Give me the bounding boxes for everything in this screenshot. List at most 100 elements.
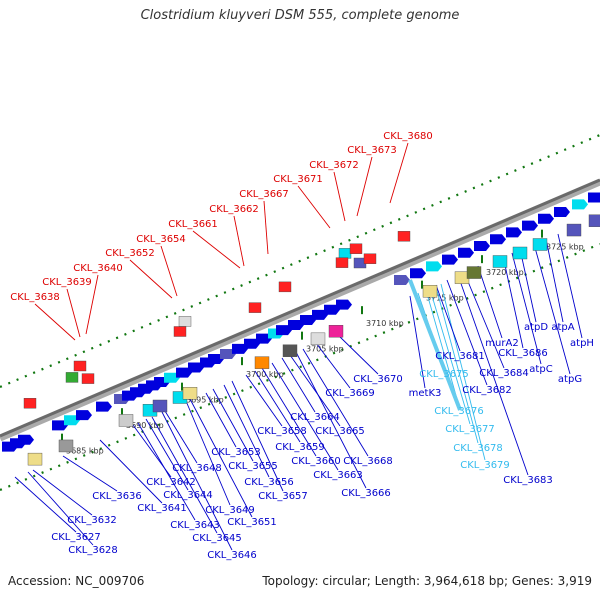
leader-line xyxy=(261,367,317,457)
gene-label: CKL_3671 xyxy=(273,174,323,185)
gene-label: CKL_3656 xyxy=(244,477,294,488)
gene-label: CKL_3664 xyxy=(290,412,340,423)
gene-arrow xyxy=(96,401,112,412)
inner-dotted-track xyxy=(0,242,600,492)
kbp-label: 3710 kbp xyxy=(366,319,404,328)
accession-text: Accession: NC_009706 xyxy=(8,574,145,588)
gene-label: CKL_3681 xyxy=(435,351,485,362)
leader-line xyxy=(62,455,118,492)
gene-block xyxy=(328,325,344,338)
gene-label: atpG xyxy=(558,374,582,385)
gene-block xyxy=(65,372,79,383)
gene-label: CKL_3638 xyxy=(10,292,60,303)
gene-block xyxy=(397,231,411,242)
gene-block xyxy=(118,414,134,427)
kbp-label: 3720 kbp xyxy=(486,268,524,277)
leader-line xyxy=(425,289,460,407)
gene-block xyxy=(588,214,600,227)
leader-lines xyxy=(14,142,583,551)
kbp-label: 3690 kbp xyxy=(126,421,164,430)
gene-label: CKL_3628 xyxy=(68,545,118,556)
gene-block xyxy=(278,281,292,293)
leader-line xyxy=(435,284,461,352)
gene-arrow xyxy=(572,199,588,210)
gene-arrow xyxy=(554,207,570,217)
gene-label: CKL_3645 xyxy=(192,533,242,544)
gene-features[interactable] xyxy=(2,192,600,466)
gene-block xyxy=(152,399,168,413)
gene-label: CKL_3680 xyxy=(383,131,433,142)
leader-line xyxy=(389,142,409,204)
gene-arrow xyxy=(442,254,458,265)
gene-label: CKL_3658 xyxy=(257,426,307,437)
leader-line xyxy=(151,416,218,534)
leader-line xyxy=(223,384,270,478)
leader-line xyxy=(212,388,254,462)
gene-label: CKL_3651 xyxy=(227,517,277,528)
gene-label: murA2 xyxy=(485,338,518,349)
leader-line xyxy=(85,274,99,335)
gene-label: CKL_3655 xyxy=(228,461,278,472)
gene-arrow xyxy=(538,213,554,224)
gene-block xyxy=(182,387,198,400)
leader-line xyxy=(446,279,488,386)
leader-line xyxy=(271,362,339,471)
leader-line xyxy=(457,274,529,476)
leader-line xyxy=(129,259,173,299)
gene-block xyxy=(566,223,582,237)
leader-line xyxy=(297,185,331,229)
leader-line xyxy=(137,422,196,521)
gene-block xyxy=(512,246,528,260)
gene-label: atpH xyxy=(570,338,594,349)
gene-arrow xyxy=(506,227,522,238)
gene-block xyxy=(73,360,87,372)
gene-arrow xyxy=(522,220,538,231)
leader-line xyxy=(302,348,369,457)
gene-label: CKL_3644 xyxy=(163,490,213,501)
leader-line xyxy=(32,469,93,516)
gene-block xyxy=(338,248,352,259)
gene-label: CKL_3653 xyxy=(211,447,261,458)
leader-line xyxy=(189,398,253,518)
gene-block xyxy=(178,316,192,327)
genome-summary: Topology: circular; Length: 3,964,618 bp… xyxy=(262,574,592,588)
gene-label: CKL_3673 xyxy=(347,145,397,156)
gene-label: CKL_3660 xyxy=(291,456,341,467)
gene-label: CKL_3665 xyxy=(315,426,365,437)
leader-line xyxy=(333,171,346,222)
leader-line xyxy=(545,238,564,323)
gene-label: atpA xyxy=(551,322,574,333)
leader-line xyxy=(233,215,245,267)
gene-label: CKL_3678 xyxy=(453,443,503,454)
gene-block xyxy=(248,302,262,313)
gene-label: CKL_3675 xyxy=(419,369,469,380)
gene-label: CKL_3627 xyxy=(51,532,101,543)
gene-label: CKL_3662 xyxy=(209,204,259,215)
gene-label: CKL_3659 xyxy=(275,442,325,453)
gene-label: CKL_3686 xyxy=(498,348,548,359)
gene-label: CKL_3672 xyxy=(309,160,359,171)
leader-line xyxy=(160,245,178,297)
gene-arrow xyxy=(458,247,474,258)
gene-label: CKL_3642 xyxy=(146,477,196,488)
gene-label: CKL_3648 xyxy=(172,463,222,474)
gene-label: CKL_3677 xyxy=(445,424,495,435)
leader-line xyxy=(99,439,163,504)
gene-block xyxy=(310,332,326,346)
leader-line xyxy=(336,333,379,375)
gene-label: CKL_3636 xyxy=(92,491,142,502)
gene-label: CKL_3654 xyxy=(136,234,186,245)
leader-line xyxy=(435,286,479,444)
gene-label: CKL_3640 xyxy=(73,263,123,274)
leader-line xyxy=(27,471,94,546)
gene-labels: CKL_3638 CKL_3639 CKL_3640 CKL_3652 CKL_3654… xyxy=(10,131,594,561)
gene-block xyxy=(23,398,37,409)
gene-arrow xyxy=(410,268,426,279)
kbp-label: 3705 kbp xyxy=(306,345,344,354)
gene-block xyxy=(466,266,482,279)
leader-line xyxy=(440,283,486,461)
cyan-feature xyxy=(408,279,462,411)
leader-line xyxy=(463,271,505,369)
leader-line xyxy=(281,357,316,413)
